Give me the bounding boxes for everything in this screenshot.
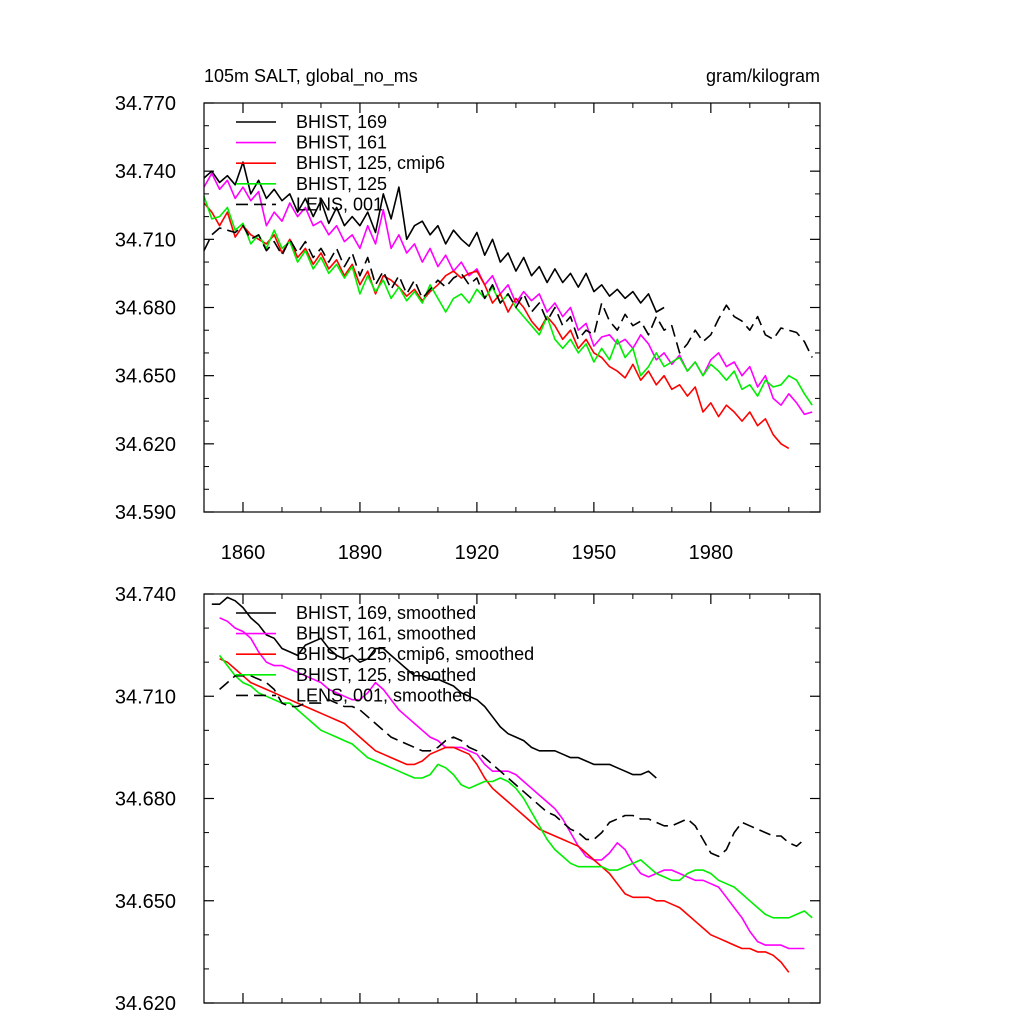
y-tick-label: 34.740 xyxy=(115,161,176,183)
series-line-5 xyxy=(203,224,813,358)
top-axes: 34.590 34.620 34.650 34.680 34.710 34.740 34.7… xyxy=(115,93,821,564)
series-line-4 xyxy=(218,654,813,919)
bottom-axes: 34.620 34.650 34.680 34.710 34.740 xyxy=(115,584,821,1015)
chart-title: 105m SALT, global_no_ms xyxy=(204,66,418,87)
series-line-4 xyxy=(203,195,813,406)
legend-label: BHIST, 169, smoothed xyxy=(296,603,476,623)
y-tick-label: 34.620 xyxy=(115,434,176,456)
legend-label: LENS, 001, smoothed xyxy=(296,685,472,705)
bottom-panel: 34.620 34.650 34.680 34.710 34.740 BHIST, 16… xyxy=(115,584,821,1015)
y-tick-label: 34.710 xyxy=(115,229,176,251)
legend-label: BHIST, 161 xyxy=(296,133,387,153)
top-series-group xyxy=(203,161,813,450)
x-tick-label: 1950 xyxy=(572,542,617,564)
x-tick-label: 1920 xyxy=(455,542,500,564)
top-panel: 105m SALT, global_no_ms gram/kilogram 34… xyxy=(115,66,821,564)
series-line-3 xyxy=(219,658,790,973)
series-line-2 xyxy=(203,172,813,416)
legend-label: BHIST, 125, cmip6 xyxy=(296,153,445,173)
x-tick-label: 1980 xyxy=(689,542,734,564)
x-tick-label: 1860 xyxy=(221,542,266,564)
series-line-1 xyxy=(203,161,665,313)
y-tick-label: 34.650 xyxy=(115,366,176,388)
legend-label: BHIST, 125 xyxy=(296,174,387,194)
y-tick-label: 34.710 xyxy=(115,686,176,708)
bottom-series-group xyxy=(211,596,813,973)
y-tick-label: 34.680 xyxy=(115,789,176,811)
y-tick-label: 34.770 xyxy=(115,93,176,115)
x-tick-label: 1890 xyxy=(338,542,383,564)
legend-label: BHIST, 169 xyxy=(296,112,387,132)
y-tick-label: 34.590 xyxy=(115,502,176,524)
legend-label: BHIST, 125, cmip6, smoothed xyxy=(296,644,534,664)
series-line-3 xyxy=(203,202,790,450)
series-line-2 xyxy=(219,617,805,950)
y-tick-label: 34.650 xyxy=(115,891,176,913)
series-line-1 xyxy=(211,596,657,779)
series-line-5 xyxy=(219,674,805,858)
y-tick-label: 34.680 xyxy=(115,298,176,320)
legend-label: LENS, 001 xyxy=(296,194,383,214)
legend-label: BHIST, 125, smoothed xyxy=(296,665,476,685)
y-tick-label: 34.740 xyxy=(115,584,176,606)
y-tick-label: 34.620 xyxy=(115,993,176,1015)
legend-label: BHIST, 161, smoothed xyxy=(296,624,476,644)
units-label: gram/kilogram xyxy=(706,66,820,86)
